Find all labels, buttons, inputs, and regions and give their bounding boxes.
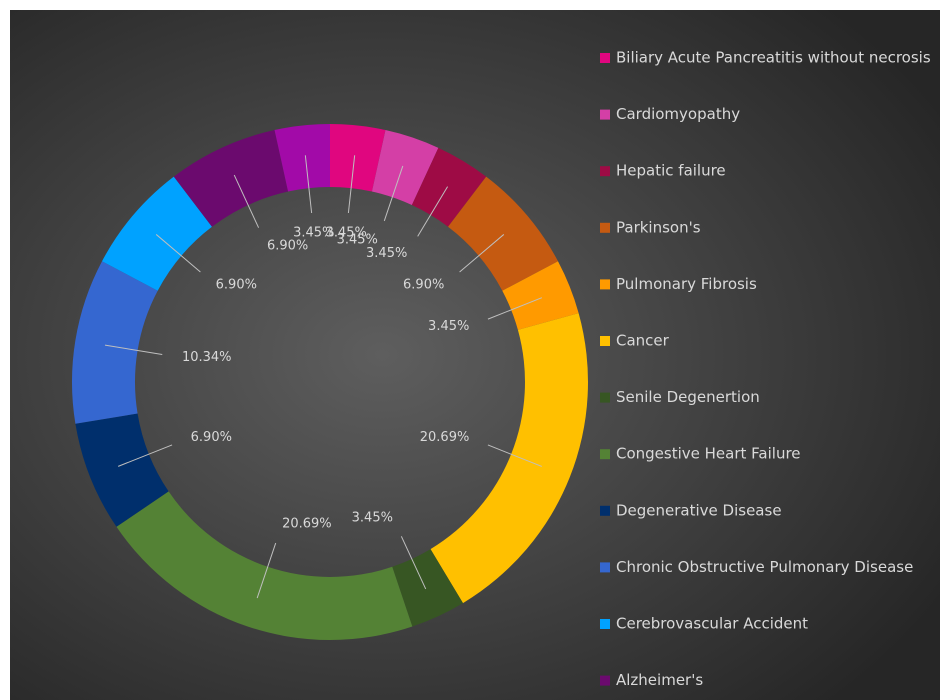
legend-swatch <box>600 166 610 177</box>
legend-label: Hepatic failure <box>616 162 726 180</box>
legend-swatch <box>600 222 610 233</box>
leader-line <box>383 165 404 222</box>
leader-line <box>487 297 543 320</box>
leader-line <box>400 536 427 590</box>
data-label: 6.90% <box>216 277 257 292</box>
data-label: 3.45% <box>326 225 367 240</box>
data-label: 6.90% <box>267 238 308 253</box>
legend-label: Parkinson's <box>616 218 701 236</box>
leader-line <box>459 234 505 273</box>
leader-line <box>304 155 313 214</box>
data-label: 3.45% <box>293 225 334 240</box>
donut-segment <box>330 124 386 192</box>
leader-line <box>347 155 356 214</box>
leader-line <box>155 234 201 273</box>
donut-segment <box>75 413 169 527</box>
chart-background <box>10 10 940 700</box>
donut-segment <box>173 130 289 227</box>
leader-line <box>233 174 260 228</box>
legend-label: Alzheimer's <box>616 671 703 689</box>
leader-line <box>104 344 163 356</box>
donut-segment <box>502 261 579 330</box>
leader-line <box>417 186 449 237</box>
legend-label: Cerebrovascular Accident <box>616 615 808 633</box>
legend-swatch <box>600 619 610 629</box>
legend-swatch <box>600 675 610 686</box>
legend-label: Chronic Obstructive Pulmonary Disease <box>616 558 913 576</box>
legend-label: Senile Degenertion <box>616 388 760 406</box>
legend-label: Biliary Acute Pancreatitis without necro… <box>616 49 931 67</box>
data-label: 6.90% <box>191 430 232 445</box>
data-label: 20.69% <box>420 430 470 445</box>
legend-swatch <box>600 505 610 516</box>
donut-segment <box>448 176 558 291</box>
donut-segment <box>102 176 212 291</box>
legend-label: Cancer <box>616 332 670 350</box>
data-label: 3.45% <box>428 319 469 334</box>
data-label: 6.90% <box>403 277 444 292</box>
leader-line <box>256 542 277 599</box>
legend-swatch <box>600 279 610 290</box>
data-label: 3.45% <box>366 246 407 261</box>
donut-segment <box>392 549 463 627</box>
legend-label: Pulmonary Fibrosis <box>616 275 757 293</box>
legend-swatch <box>600 53 610 63</box>
data-label: 20.69% <box>282 517 332 532</box>
legend-swatch <box>600 109 610 120</box>
donut-segment <box>371 130 439 206</box>
donut-segment <box>430 313 588 604</box>
data-label: 3.45% <box>352 511 393 526</box>
legend-swatch <box>600 449 610 460</box>
data-label: 3.45% <box>337 232 378 247</box>
legend-swatch <box>600 336 610 346</box>
donut-segment <box>116 491 413 640</box>
legend-label: Congestive Heart Failure <box>616 445 801 463</box>
leader-line <box>487 444 542 467</box>
legend-swatch <box>600 392 610 403</box>
legend-swatch <box>600 562 610 573</box>
legend-label: Degenerative Disease <box>616 501 782 519</box>
leader-line <box>118 444 173 467</box>
donut-segment <box>72 261 158 424</box>
legend-label: Cardiomyopathy <box>616 105 740 123</box>
donut-segment <box>274 124 330 192</box>
donut-segment <box>411 147 487 227</box>
data-label: 10.34% <box>182 350 232 365</box>
